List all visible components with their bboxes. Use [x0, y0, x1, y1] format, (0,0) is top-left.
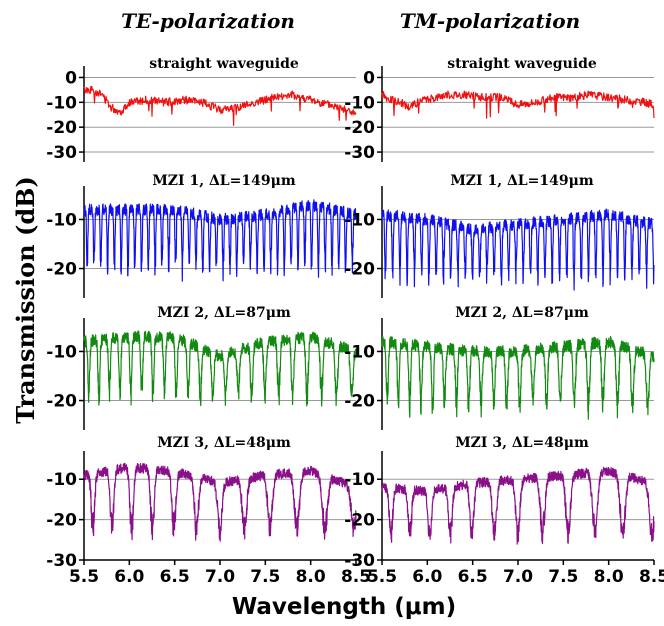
- panel-title: MZI 3, ΔL=48μm: [157, 435, 291, 451]
- series-line: [381, 208, 655, 291]
- panel-title: MZI 3, ΔL=48μm: [455, 435, 589, 451]
- x-tick-label: 7.5: [548, 567, 578, 587]
- panel-title: MZI 1, ΔL=149μm: [450, 173, 594, 189]
- x-tick-label: 8.0: [296, 567, 326, 587]
- x-axis-0: 5.5 6.0 6.5 7.0 7.5 8.0 8.5: [69, 559, 371, 587]
- series-line: [381, 90, 655, 119]
- x-tick-label: 6.0: [412, 567, 442, 587]
- y-tick-label: -10: [344, 93, 375, 113]
- x-tick-label: 8.5: [639, 567, 664, 587]
- panel-0-0: straight waveguide 0 -10 -20 -30: [46, 56, 357, 163]
- x-axis-label: Wavelength (μm): [232, 594, 456, 620]
- panel-title: MZI 1, ΔL=149μm: [152, 173, 296, 189]
- y-tick-label: -20: [344, 511, 375, 531]
- panel-1-0: MZI 1, ΔL=149μm -10 -20: [46, 173, 357, 298]
- panel-2-1: MZI 2, ΔL=87μm -10 -20: [344, 305, 655, 430]
- panel-3-1: MZI 3, ΔL=48μm -10 -20 -30: [344, 435, 655, 571]
- series-line: [83, 199, 357, 282]
- y-tick-label: -20: [46, 392, 77, 412]
- panel-1-1: MZI 1, ΔL=149μm -10 -20: [344, 173, 655, 298]
- series-line: [83, 85, 357, 126]
- x-tick-label: 6.5: [458, 567, 488, 587]
- y-tick-label: -10: [344, 210, 375, 230]
- x-tick-label: 7.0: [503, 567, 533, 587]
- x-tick-label: 5.5: [367, 567, 397, 587]
- y-tick-label: -20: [344, 260, 375, 280]
- y-tick-label: 0: [363, 68, 375, 88]
- x-tick-label: 8.5: [341, 567, 371, 587]
- y-tick-label: -30: [344, 143, 375, 163]
- panel-0-1: straight waveguide 0 -10 -20 -30: [344, 56, 655, 163]
- series-line: [381, 466, 655, 545]
- x-tick-label: 7.0: [205, 567, 235, 587]
- panel-title: straight waveguide: [447, 56, 597, 72]
- panel-3-0: MZI 3, ΔL=48μm -10 -20 -30: [46, 435, 357, 571]
- y-tick-label: -30: [46, 143, 77, 163]
- x-axis-1: 5.5 6.0 6.5 7.0 7.5 8.0 8.5: [367, 559, 664, 587]
- y-axis-label: Transmission (dB): [11, 176, 40, 424]
- y-tick-label: -20: [344, 392, 375, 412]
- y-tick-label: -30: [46, 551, 77, 571]
- panel-title: MZI 2, ΔL=87μm: [157, 305, 291, 321]
- panel-2-0: MZI 2, ΔL=87μm -10 -20: [46, 305, 357, 430]
- series-line: [381, 335, 655, 420]
- x-tick-label: 6.5: [160, 567, 190, 587]
- col-title-tm: TM-polarization: [400, 9, 580, 33]
- panel-title: MZI 2, ΔL=87μm: [455, 305, 589, 321]
- y-tick-label: -20: [46, 260, 77, 280]
- y-tick-label: -20: [344, 118, 375, 138]
- series-line: [83, 462, 357, 542]
- col-title-te: TE-polarization: [121, 9, 295, 33]
- y-tick-label: -10: [46, 470, 77, 490]
- y-tick-label: -30: [344, 551, 375, 571]
- x-tick-label: 7.5: [250, 567, 280, 587]
- y-tick-label: -10: [344, 470, 375, 490]
- x-tick-label: 5.5: [69, 567, 99, 587]
- y-tick-label: -10: [46, 210, 77, 230]
- x-tick-label: 8.0: [594, 567, 624, 587]
- y-tick-label: -20: [46, 118, 77, 138]
- panel-title: straight waveguide: [149, 56, 299, 72]
- y-tick-label: -10: [46, 342, 77, 362]
- series-line: [83, 330, 357, 407]
- y-tick-label: -10: [344, 342, 375, 362]
- y-tick-label: -10: [46, 93, 77, 113]
- x-tick-label: 6.0: [114, 567, 144, 587]
- y-tick-label: 0: [65, 68, 77, 88]
- y-tick-label: -20: [46, 511, 77, 531]
